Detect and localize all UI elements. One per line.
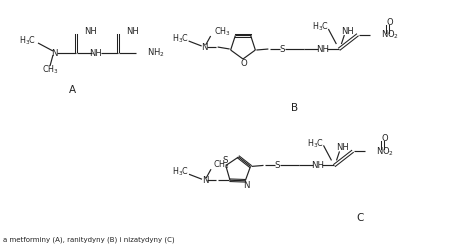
- Text: $\mathregular{H_3C}$: $\mathregular{H_3C}$: [172, 33, 189, 45]
- Text: NH: NH: [341, 27, 354, 35]
- Text: N: N: [201, 42, 208, 52]
- Text: $\mathregular{H_3C}$: $\mathregular{H_3C}$: [312, 21, 329, 33]
- Text: NH: NH: [316, 45, 329, 54]
- Text: a metforminy (A), ranitydyny (B) i nizatydyny (C): a metforminy (A), ranitydyny (B) i nizat…: [3, 237, 174, 243]
- Text: O: O: [381, 134, 388, 143]
- Text: O: O: [241, 59, 247, 67]
- Text: NH: NH: [337, 143, 349, 152]
- Text: NH: NH: [126, 28, 139, 36]
- Text: $\mathregular{H_3C}$: $\mathregular{H_3C}$: [19, 35, 36, 47]
- Text: S: S: [280, 45, 285, 54]
- Text: S: S: [275, 161, 280, 170]
- Text: $\mathregular{NO_2}$: $\mathregular{NO_2}$: [382, 29, 400, 41]
- Text: NH: NH: [311, 161, 324, 170]
- Text: $\mathregular{CH_3}$: $\mathregular{CH_3}$: [213, 159, 230, 172]
- Text: NH: NH: [84, 28, 97, 36]
- Text: A: A: [68, 85, 75, 95]
- Text: $\mathregular{CH_3}$: $\mathregular{CH_3}$: [42, 64, 58, 76]
- Text: $\mathregular{NH_2}$: $\mathregular{NH_2}$: [147, 47, 165, 59]
- Text: $\mathregular{NO_2}$: $\mathregular{NO_2}$: [376, 145, 394, 158]
- Text: NH: NH: [90, 49, 102, 58]
- Text: N: N: [202, 176, 208, 185]
- Text: S: S: [222, 156, 228, 165]
- Text: N: N: [243, 181, 249, 190]
- Text: $\mathregular{H_3C}$: $\mathregular{H_3C}$: [308, 137, 325, 150]
- Text: N: N: [51, 49, 57, 58]
- Text: C: C: [356, 213, 364, 223]
- Text: $\mathregular{CH_3}$: $\mathregular{CH_3}$: [214, 26, 230, 38]
- Text: B: B: [292, 103, 299, 113]
- Text: O: O: [386, 18, 392, 27]
- Text: $\mathregular{H_3C}$: $\mathregular{H_3C}$: [173, 166, 190, 179]
